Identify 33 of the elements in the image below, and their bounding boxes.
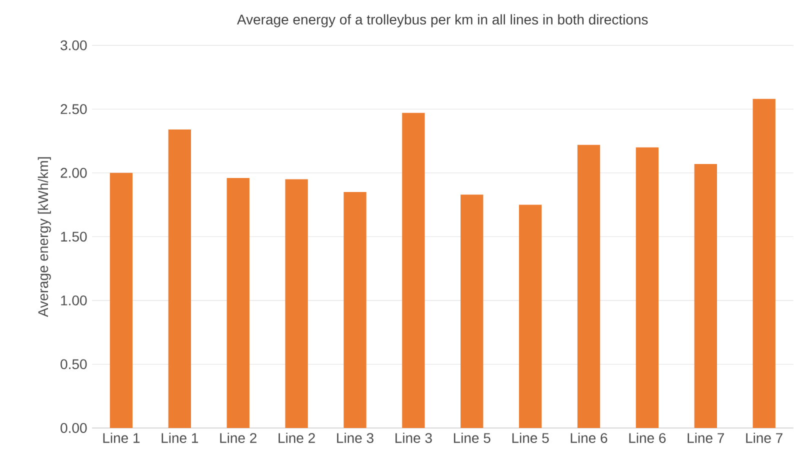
bar	[402, 112, 425, 428]
chart-title: Average energy of a trolleybus per km in all lines in both directions	[236, 14, 648, 28]
y-tick-label: 0.50	[60, 359, 87, 370]
x-tick-label: Line 7	[746, 432, 782, 443]
bar	[110, 172, 133, 428]
y-tick-label: 3.00	[60, 40, 87, 50]
y-tick-label: 1.50	[61, 232, 87, 242]
bar	[168, 130, 192, 428]
bar	[285, 179, 308, 428]
x-tick-label: Line 2	[278, 432, 315, 443]
y-tick-label: 2.50	[60, 104, 87, 114]
bar	[226, 178, 250, 428]
x-tick-label: Line 3	[337, 432, 374, 443]
bar	[694, 164, 717, 428]
x-tick-label: Line 6	[570, 432, 608, 443]
y-tick-label: 0.00	[60, 423, 87, 433]
x-tick-label: Line 1	[162, 432, 198, 443]
x-tick-label: Line 2	[220, 432, 256, 443]
x-tick-label: Line 5	[454, 432, 490, 443]
x-tick-label: Line 6	[629, 432, 666, 443]
y-tick-label: 1.00	[61, 295, 87, 306]
bar	[344, 192, 366, 428]
bar	[752, 98, 776, 428]
y-tick-label: 2.00	[60, 168, 87, 178]
bar	[460, 194, 484, 428]
bar	[577, 144, 600, 428]
y-axis-title: Average energy [kWh/km]	[38, 157, 51, 318]
x-tick-label: Line 5	[512, 432, 549, 443]
x-tick-label: Line 3	[396, 432, 432, 443]
bar	[636, 147, 659, 428]
x-tick-label: Line 7	[688, 432, 724, 443]
x-tick-label: Line 1	[103, 432, 140, 443]
bar	[519, 204, 542, 428]
